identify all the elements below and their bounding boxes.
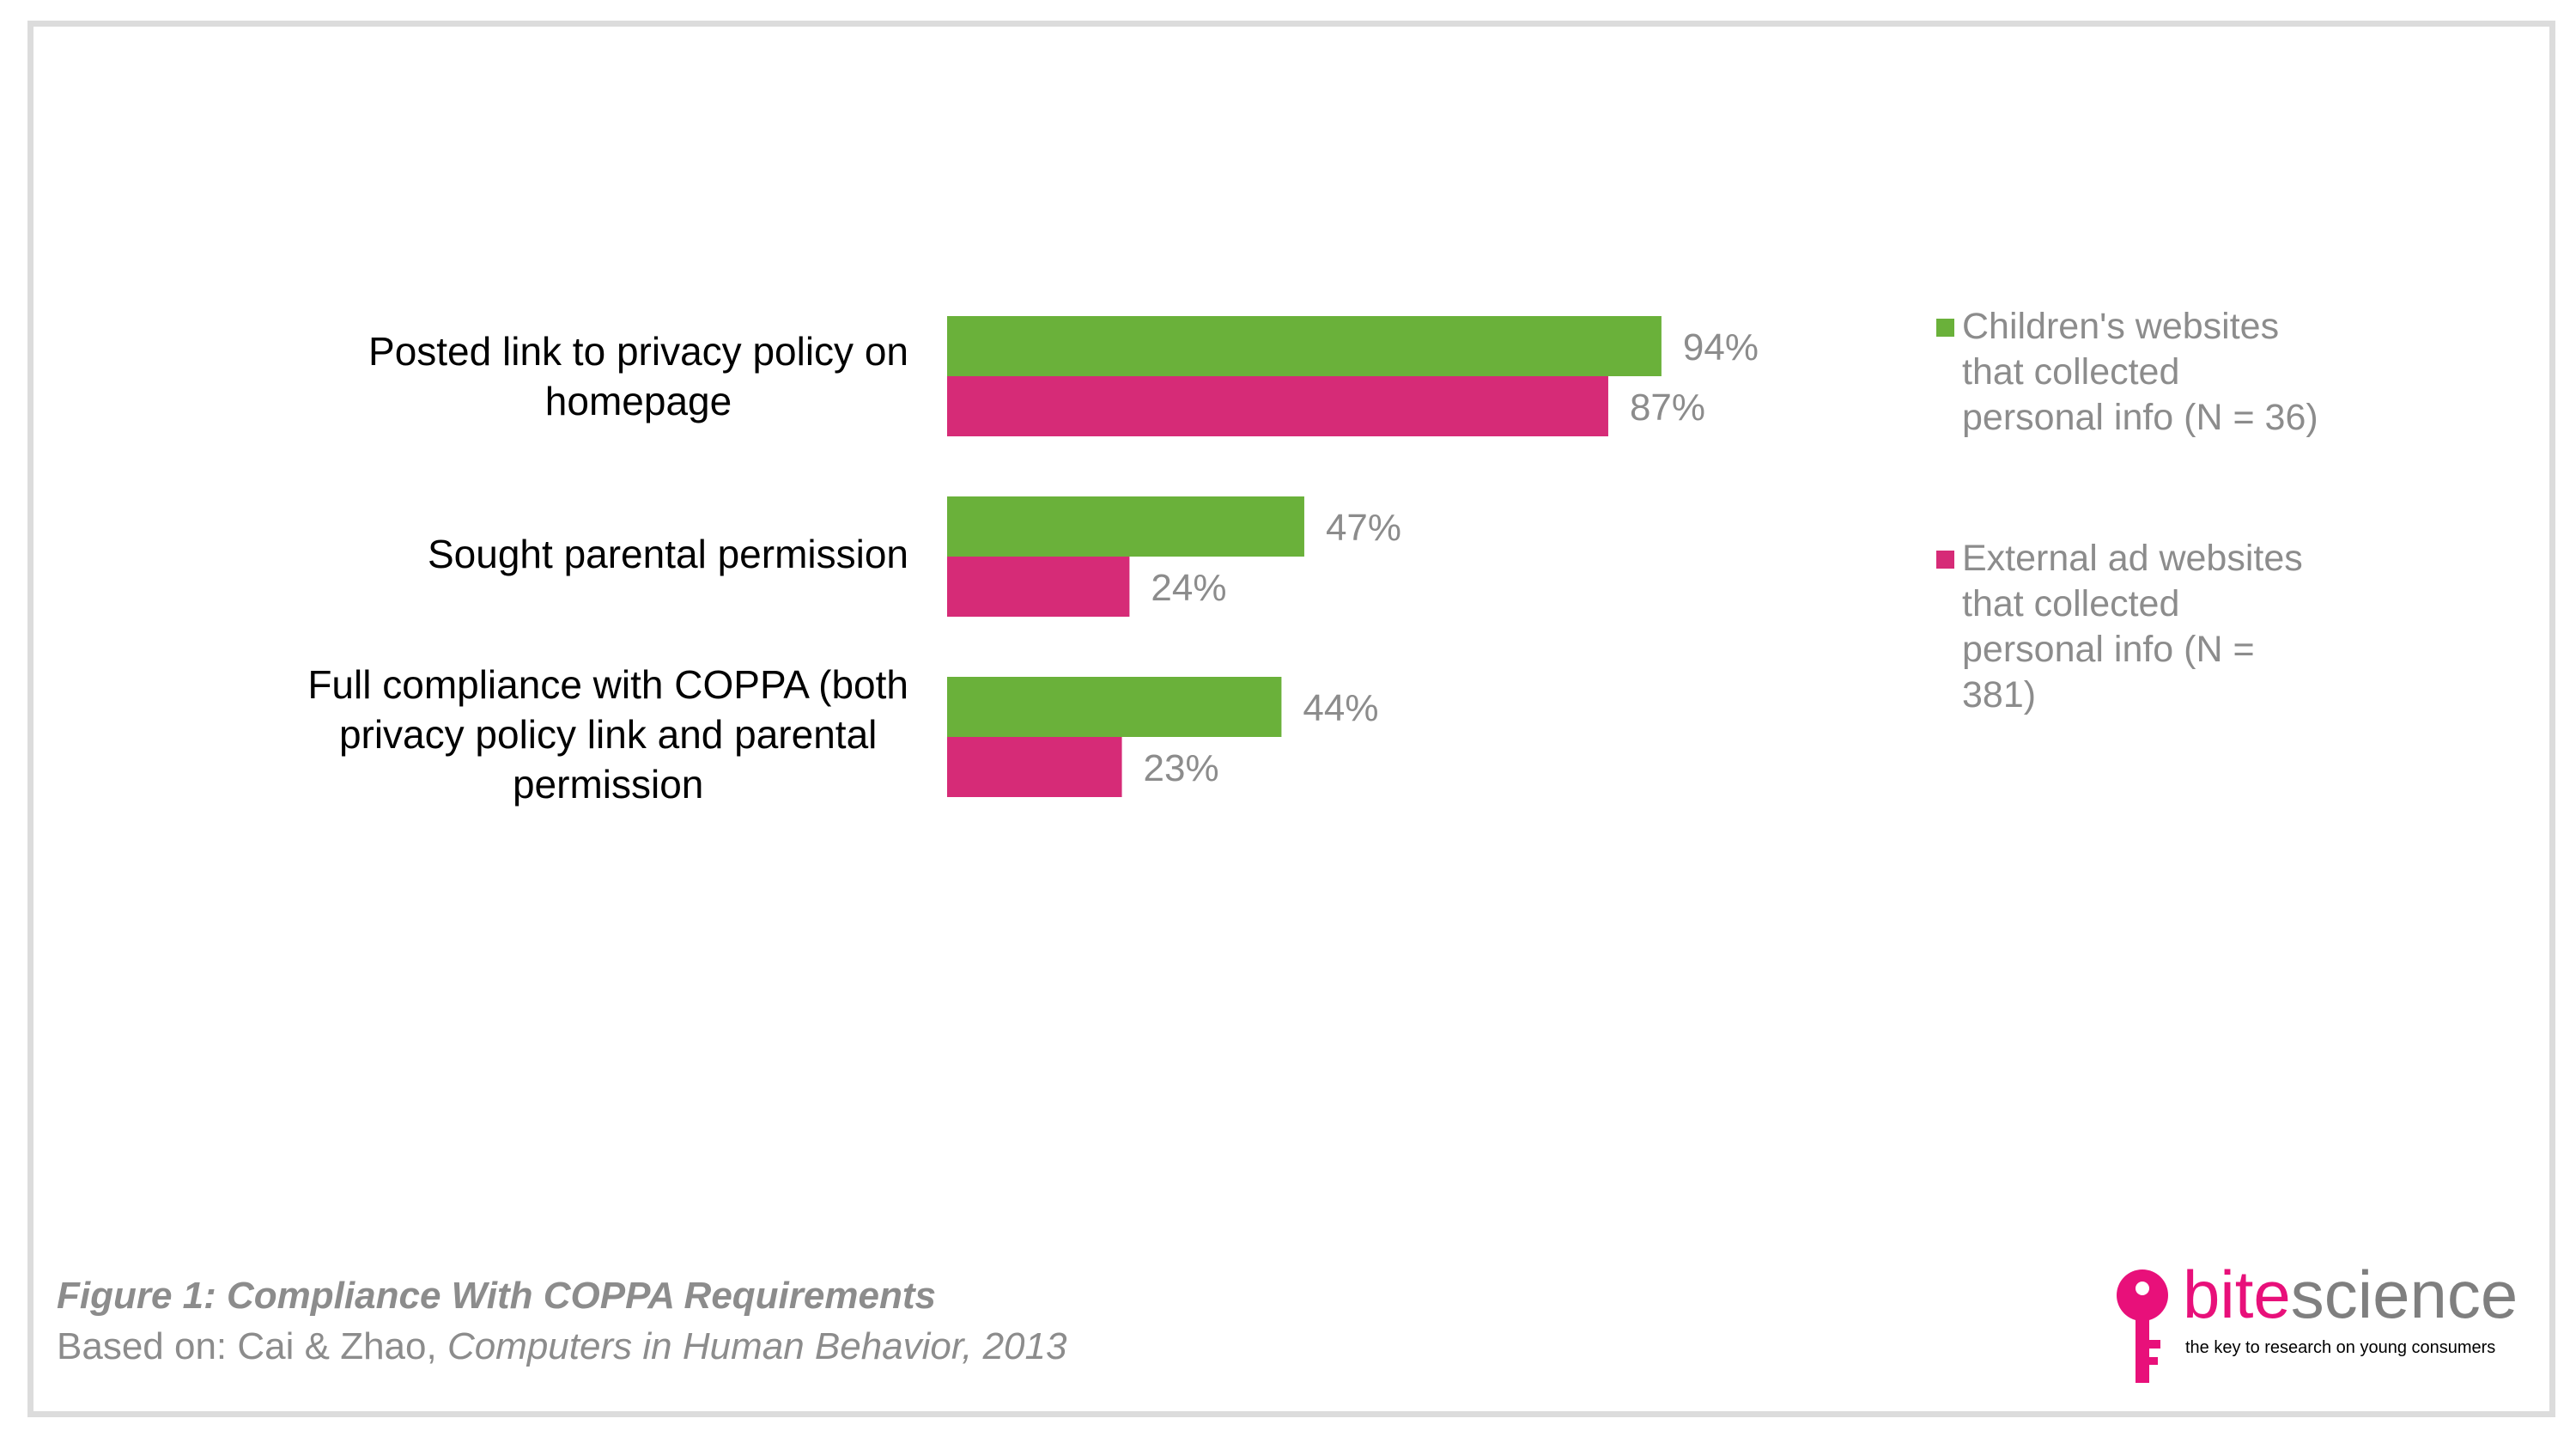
category-label: Full compliance with COPPA (both privacy…: [307, 662, 908, 807]
data-label: 44%: [1303, 687, 1378, 729]
bar-childrens-3: [947, 677, 1282, 737]
legend-label: Children's websites that collected perso…: [1962, 306, 2318, 438]
bar-external-ad-2: [947, 557, 1130, 617]
data-label: 23%: [1144, 747, 1219, 789]
data-label: 87%: [1630, 387, 1705, 429]
figure-caption-title: Figure 1: Compliance With COPPA Requirem…: [57, 1275, 936, 1317]
figure-caption-source: Based on: Cai & Zhao, Computers in Human…: [57, 1325, 1066, 1368]
bitescience-logo: bitescience the key to research on young…: [2108, 1257, 2537, 1391]
legend-swatch-green: [1936, 319, 1954, 337]
key-icon: [2117, 1269, 2168, 1383]
legend-label: External ad websites that collected pers…: [1962, 538, 2303, 715]
data-label: 94%: [1683, 326, 1759, 368]
bar-childrens-1: [947, 316, 1662, 376]
logo-word-accent: bite: [2183, 1257, 2291, 1332]
logo-wordmark: bitescience: [2183, 1256, 2518, 1333]
data-label: 24%: [1151, 567, 1226, 609]
logo-word-rest: science: [2290, 1257, 2518, 1332]
bar-childrens-2: [947, 496, 1304, 557]
figure-frame: [27, 21, 2555, 1417]
category-label: Sought parental permission: [428, 532, 908, 576]
legend-swatch-pink: [1936, 551, 1954, 569]
source-authors: Based on: Cai & Zhao,: [57, 1325, 447, 1367]
data-label: 47%: [1326, 507, 1401, 549]
bar-external-ad-1: [947, 376, 1608, 436]
category-label: Posted link to privacy policy on homepag…: [368, 329, 908, 423]
bar-external-ad-3: [947, 737, 1122, 797]
logo-tagline: the key to research on young consumers: [2185, 1338, 2496, 1357]
source-journal: Computers in Human Behavior, 2013: [447, 1325, 1067, 1367]
